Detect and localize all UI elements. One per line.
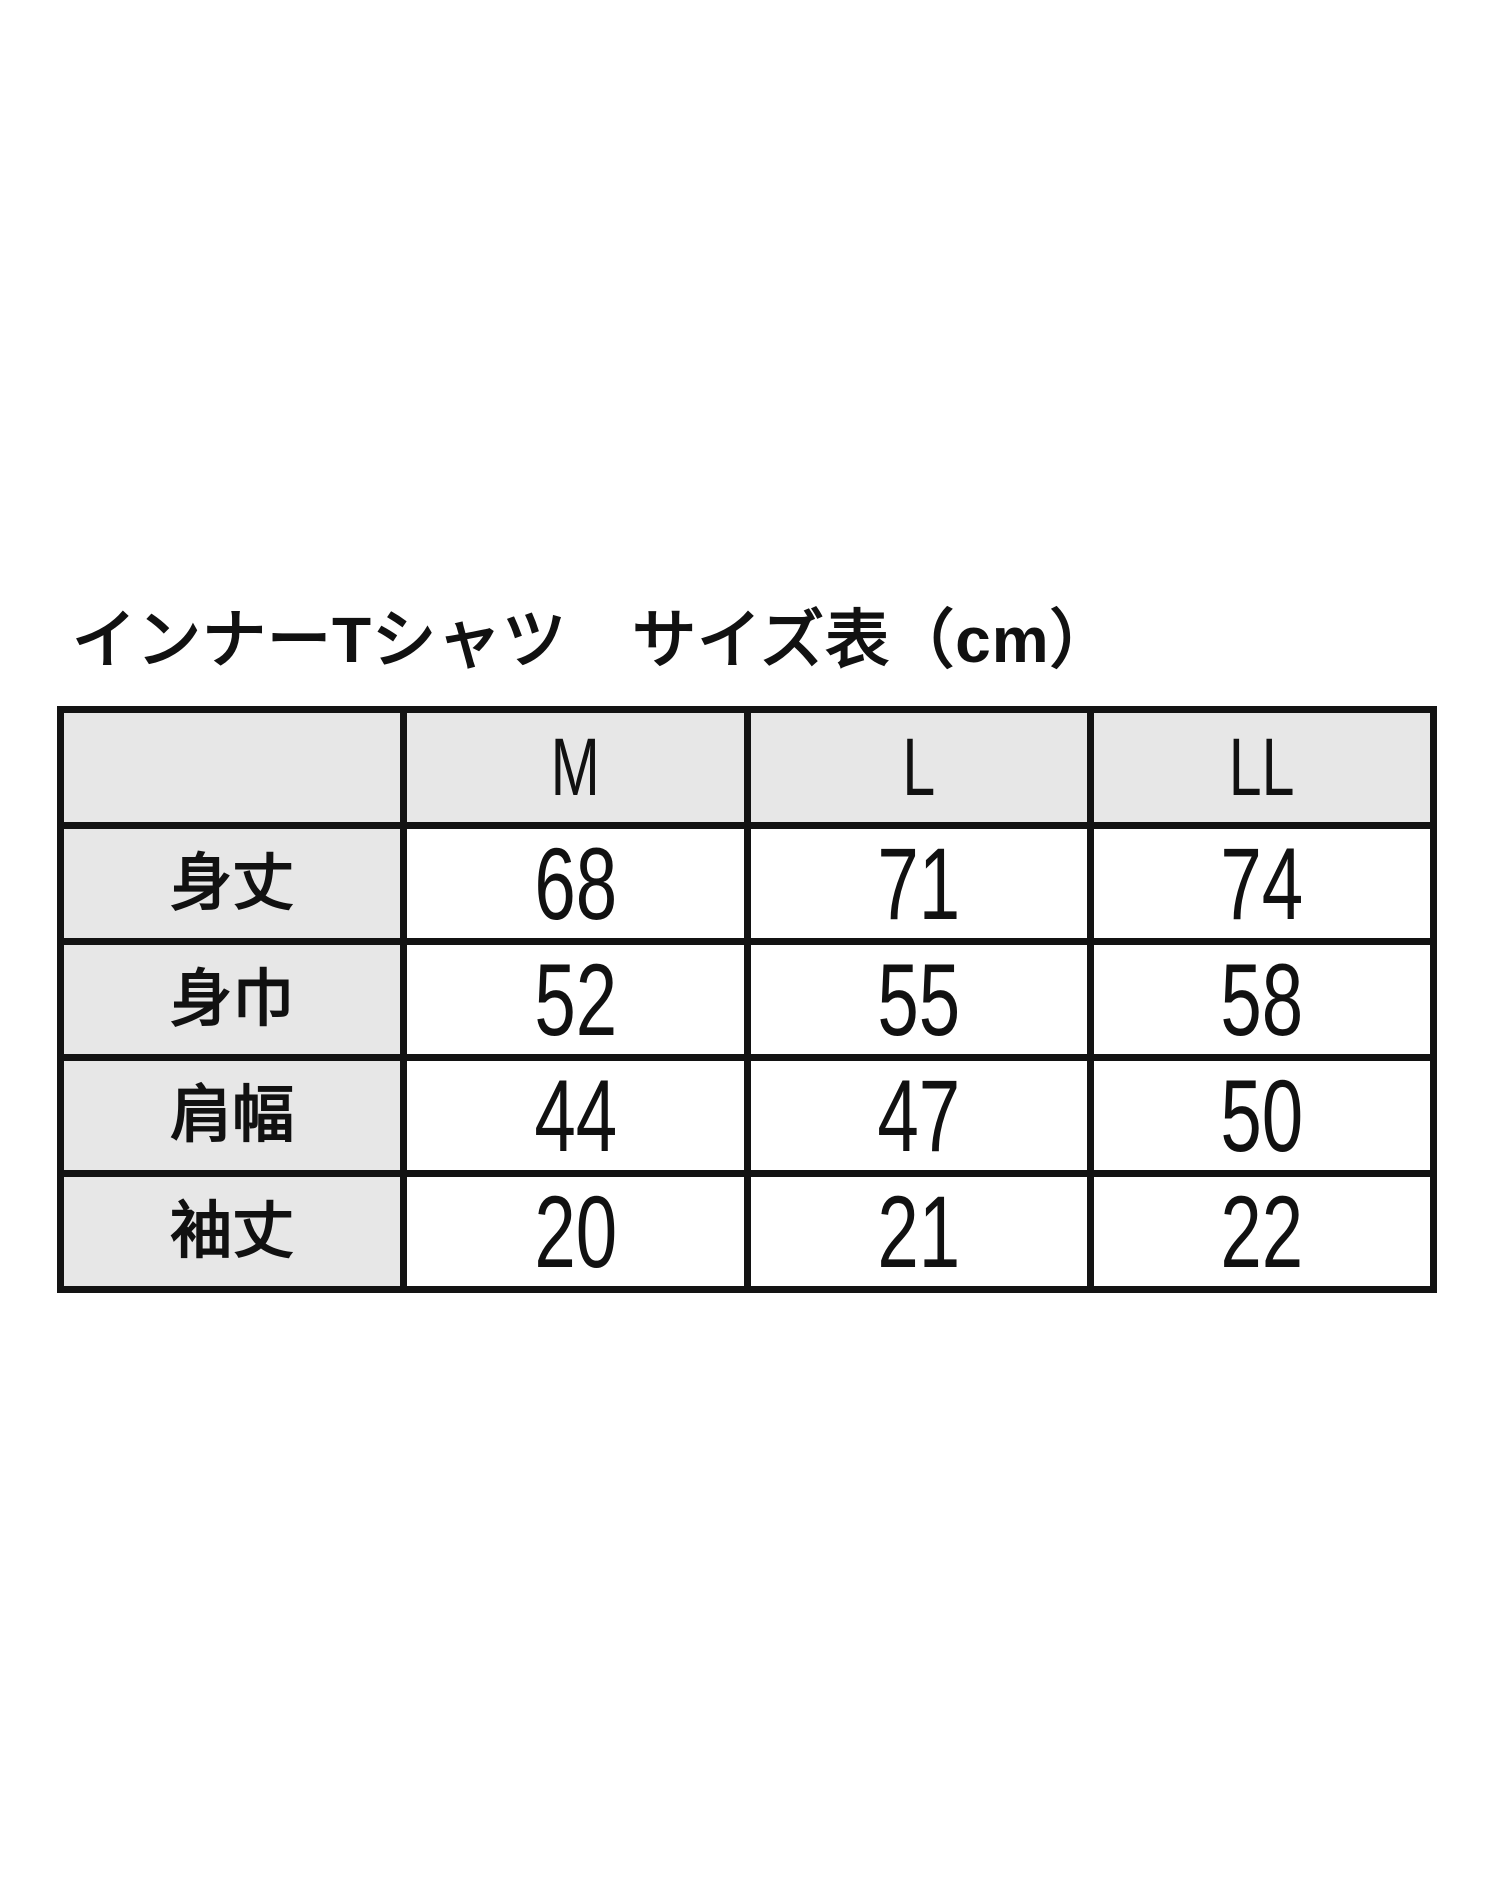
row-label-cell: 身丈 — [56, 822, 408, 945]
row-label: 身丈 — [170, 848, 295, 918]
column-header-label: M — [550, 721, 600, 813]
cell-value: 20 — [533, 1174, 617, 1289]
value-cell: 71 — [743, 822, 1094, 945]
cell-value: 44 — [533, 1058, 617, 1173]
cell-value: 74 — [1220, 826, 1304, 941]
size-chart-title: インナーTシャツ サイズ表（cm） — [72, 604, 1115, 676]
value-cell: 44 — [400, 1054, 751, 1177]
table-row-body-width: 身巾 52 55 58 — [56, 938, 1438, 1061]
value-cell: 52 — [400, 938, 751, 1061]
corner-cell — [56, 706, 408, 829]
value-cell: 22 — [1086, 1170, 1438, 1293]
cell-value: 50 — [1220, 1058, 1304, 1173]
row-label-cell: 袖丈 — [56, 1170, 408, 1293]
value-cell: 74 — [1086, 822, 1438, 945]
cell-value: 71 — [877, 826, 961, 941]
cell-value: 21 — [877, 1174, 961, 1289]
cell-value: 58 — [1220, 942, 1304, 1057]
value-cell: 47 — [743, 1054, 1094, 1177]
cell-value: 55 — [877, 942, 961, 1057]
value-cell: 21 — [743, 1170, 1094, 1293]
row-label: 袖丈 — [170, 1196, 295, 1266]
table-row-body-length: 身丈 68 71 74 — [56, 822, 1438, 945]
column-header-l: L — [743, 706, 1094, 829]
value-cell: 58 — [1086, 938, 1438, 1061]
value-cell: 50 — [1086, 1054, 1438, 1177]
row-label-cell: 肩幅 — [56, 1054, 408, 1177]
value-cell: 68 — [400, 822, 751, 945]
cell-value: 22 — [1220, 1174, 1304, 1289]
size-table: M L LL 身丈 68 71 7 — [56, 706, 1438, 1293]
column-header-ll: LL — [1086, 706, 1438, 829]
table-row-sleeve-length: 袖丈 20 21 22 — [56, 1170, 1438, 1293]
cell-value: 47 — [877, 1058, 961, 1173]
column-header-label: L — [902, 721, 936, 813]
table-row-shoulder-width: 肩幅 44 47 50 — [56, 1054, 1438, 1177]
column-header-label: LL — [1229, 721, 1295, 813]
cell-value: 68 — [533, 826, 617, 941]
column-header-m: M — [400, 706, 751, 829]
row-label-cell: 身巾 — [56, 938, 408, 1061]
row-label: 肩幅 — [170, 1080, 295, 1150]
value-cell: 20 — [400, 1170, 751, 1293]
size-table-header-row: M L LL — [56, 706, 1438, 829]
cell-value: 52 — [533, 942, 617, 1057]
value-cell: 55 — [743, 938, 1094, 1061]
row-label: 身巾 — [170, 964, 295, 1034]
